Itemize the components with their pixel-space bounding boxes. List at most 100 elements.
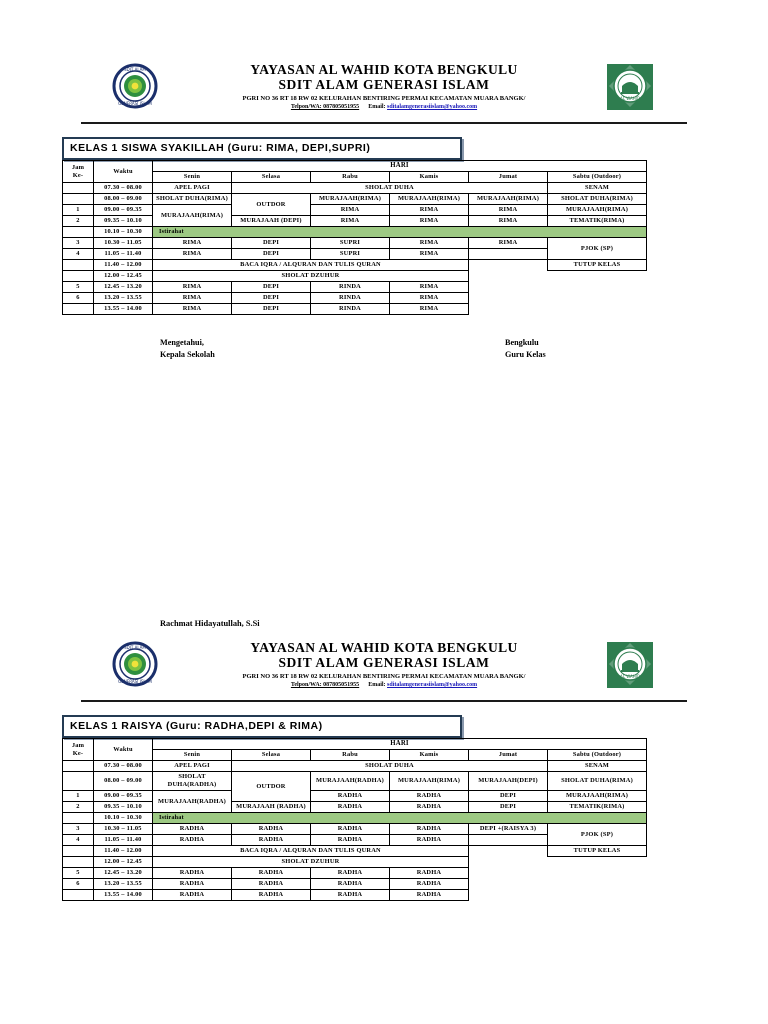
cell-activity: RADHA [231,867,311,879]
table-row: 1 09.00 – 09.35 MURAJAAH(RIMA) RIMA RIMA RIMA… [62,204,647,227]
cell-activity: DEPI +(RAISYA 3) [468,823,548,835]
sdit-alam-generasi-islam-logo: SDIT ALAM GENERASI ISLAM [112,63,158,109]
guru-kelas-label: Guru Kelas [505,350,546,359]
cell-activity: PJOK (SP) [547,823,647,846]
class-banner-2: KELAS 1 RAISYA (Guru: RADHA,DEPI & RIMA) [62,715,462,738]
cell-waktu: 08.00 – 09.00 [93,193,153,205]
cell-activity: RADHA [231,878,311,890]
school-address: PGRI NO 36 RT 18 RW 02 KELURAHAN BENTIRI… [242,673,526,680]
cell-waktu: 10.10 – 10.30 [93,226,153,238]
cell-empty [469,304,647,315]
header-day-3: Kamis [389,171,469,183]
table-header-row-top: Jam Ke- Waktu HARI [62,160,647,183]
cell-waktu: 08.00 – 09.00 [93,771,153,791]
cell-activity: RINDA [310,281,390,293]
cell-jam-ke: 1 [62,790,94,802]
table-row: 6 13.20 – 13.55 RADHA RADHA RADHA RADHA [62,878,647,890]
table-header-row-top: Jam Ke- Waktu HARI [62,738,647,761]
cell-activity: MURAJAAH(RIMA) [547,204,647,216]
svg-text:GENERASI ISLAM: GENERASI ISLAM [118,679,152,684]
cell-activity: RADHA [310,834,390,846]
letterhead-divider [81,122,687,124]
cell-jam-ke [62,889,94,901]
cell-jam-ke [62,845,94,857]
header-day-2: Rabu [310,171,390,183]
cell-activity: SHOLAT DUHA(RADHA) [152,771,232,791]
table-row: 13.55 – 14.00 RIMA DEPI RINDA RIMA [62,303,647,315]
table-row: 5 12.45 – 13.20 RADHA RADHA RADHA RADHA [62,867,647,879]
cell-activity: RADHA [152,878,232,890]
cell-empty [469,293,647,304]
email-value[interactable]: sditalamgenerasiislam@yahoo.com [387,682,478,688]
cell-waktu: 10.30 – 11.05 [93,237,153,249]
letterhead: SDIT ALAM GENERASI ISLAM AL WAHID YAYASA… [104,62,664,120]
cell-activity: RADHA [231,889,311,901]
header-jam-ke: Jam Ke- [62,738,94,761]
cell-waktu: 10.10 – 10.30 [93,812,153,824]
cell-activity: MURAJAAH(RIMA) [310,193,390,205]
cell-activity: SUPRI [310,248,390,260]
cell-waktu: 13.55 – 14.00 [93,889,153,901]
table-row: 3 10.30 – 11.05 RADHA RADHA RADHA RADHA DEPI +… [62,823,647,846]
cell-activity: DEPI [468,801,548,813]
cell-activity: RINDA [310,303,390,315]
signature-block: Mengetahui, Kepala Sekolah Bengkulu Guru… [0,337,768,377]
cell-waktu: 07.30 – 08.00 [93,760,153,772]
table-row: 07.30 – 08.00 APEL PAGI SHOLAT DUHA SENAM [62,182,647,194]
class-banner-wrap-2: KELAS 1 RAISYA (Guru: RADHA,DEPI & RIMA) [62,715,462,738]
school-name: SDIT ALAM GENERASI ISLAM [278,655,490,670]
table-header-row-days: Senin Selasa Rabu Kamis Jumat Sabtu (Outdoor) [63,749,647,761]
cell-waktu: 09.35 – 10.10 [93,215,153,227]
cell-activity: MURAJAAH(RADHA) [152,790,232,813]
cell-activity: RADHA [310,790,390,802]
cell-jam-ke: 1 [62,204,94,216]
cell-jam-ke: 2 [62,215,94,227]
cell-activity: DEPI [231,303,311,315]
sdit-alam-generasi-islam-logo: SDIT ALAM GENERASI ISLAM [112,641,158,687]
cell-jam-ke [62,193,94,205]
header-hari: HARI [152,738,647,750]
cell-activity: RIMA [468,215,548,227]
cell-activity: TEMATIK(RIMA) [547,215,647,227]
cell-activity: RIMA [468,204,548,216]
cell-waktu: 10.30 – 11.05 [93,823,153,835]
cell-activity: BACA IQRA / ALQURAN DAN TULIS QURAN [152,845,469,857]
cell-activity: APEL PAGI [152,182,232,194]
cell-waktu: 13.20 – 13.55 [93,292,153,304]
cell-jam-ke: 6 [62,292,94,304]
schedule-table-1: Jam Ke- Waktu HARI Senin Selasa Rabu Kamis Jumat… [62,160,647,315]
cell-activity: SHOLAT DUHA(RIMA) [547,193,647,205]
cell-jam-ke: 2 [62,801,94,813]
cell-activity [468,834,548,846]
header-day-3: Kamis [389,749,469,761]
cell-activity: TEMATIK(RIMA) [547,801,647,813]
cell-activity: MURAJAAH(RADHA) [310,771,390,791]
organization-name: YAYASAN AL WAHID KOTA BENGKULU [250,62,518,77]
cell-waktu: 09.35 – 10.10 [93,801,153,813]
cell-jam-ke [62,856,94,868]
mengetahui-label: Mengetahui, [160,338,204,347]
city-label: Bengkulu [505,338,539,347]
kepala-sekolah-label: Kepala Sekolah [160,350,215,359]
cell-waktu: 07.30 – 08.00 [93,182,153,194]
signature-right: Bengkulu Guru Kelas [505,337,546,361]
table-row: 1 09.00 – 09.35 MURAJAAH(RADHA) RADHA RADHA D… [62,790,647,813]
cell-activity: SHOLAT DZUHUR [152,856,469,868]
signature-left: Mengetahui, Kepala Sekolah [160,337,215,361]
cell-activity: TUTUP KELAS [547,259,647,271]
cell-activity: RIMA [389,215,469,227]
cell-activity: APEL PAGI [152,760,232,772]
cell-jam-ke: 5 [62,281,94,293]
cell-empty [469,857,647,868]
table-row: 12.00 – 12.45 SHOLAT DZUHUR [62,856,647,868]
cell-activity: MURAJAAH(RIMA) [389,771,469,791]
email-value[interactable]: sditalamgenerasiislam@yahoo.com [387,104,478,110]
cell-activity: DEPI [231,248,311,260]
school-name: SDIT ALAM GENERASI ISLAM [278,77,490,92]
contact-line: Telpon/WA: 087805051955 Email: sditalamg… [164,103,604,111]
cell-waktu: 11.40 – 12.00 [93,259,153,271]
cell-activity: RIMA [389,292,469,304]
cell-activity: RADHA [310,801,390,813]
cell-activity: RIMA [389,204,469,216]
cell-activity: RIMA [389,281,469,293]
